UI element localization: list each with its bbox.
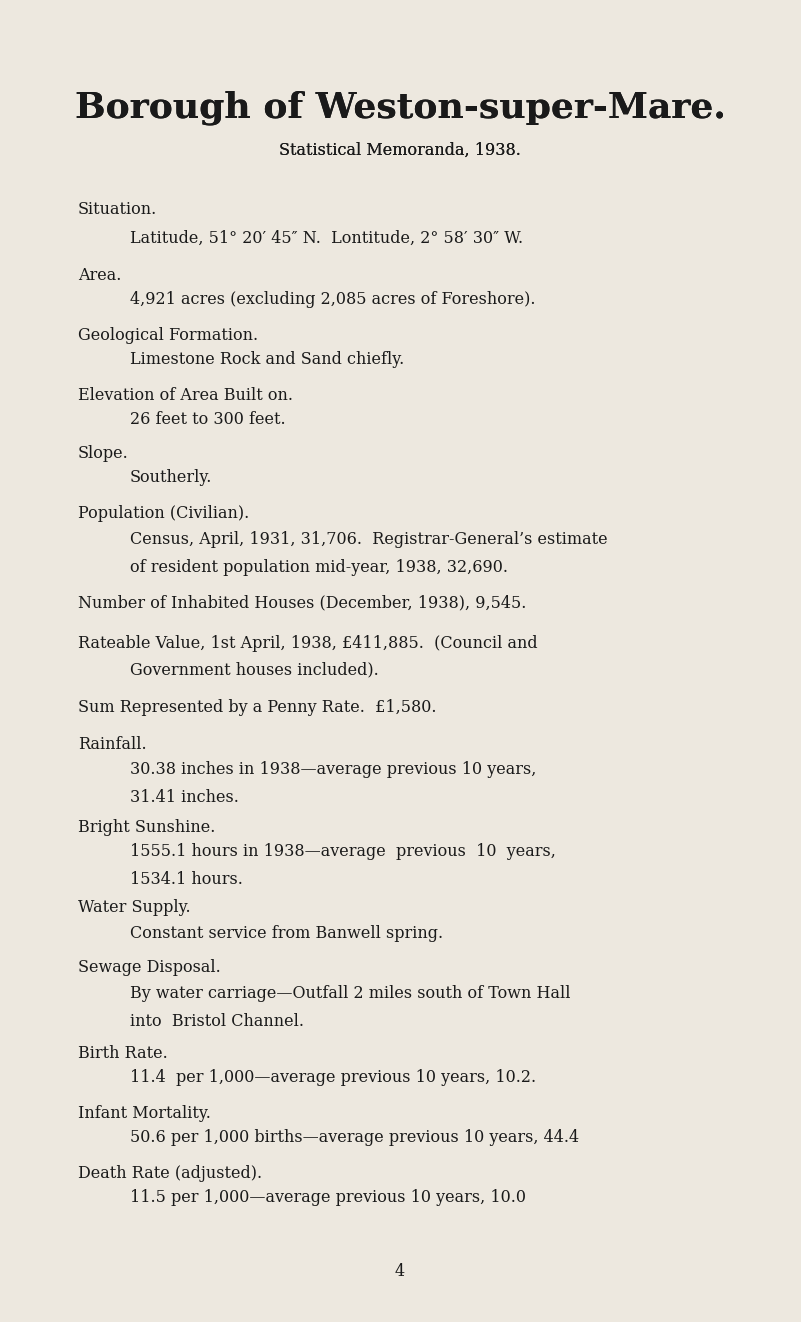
Text: 1534.1 hours.: 1534.1 hours.: [130, 871, 243, 888]
Text: 50.6 per 1,000 births—average previous 10 years, 44.4: 50.6 per 1,000 births—average previous 1…: [130, 1129, 579, 1146]
Text: 30.38 inches in 1938—average previous 10 years,: 30.38 inches in 1938—average previous 10…: [130, 761, 537, 779]
Text: Death Rate (adjusted).: Death Rate (adjusted).: [78, 1165, 262, 1182]
Text: of resident population mid-year, 1938, 32,690.: of resident population mid-year, 1938, 3…: [130, 559, 508, 576]
Text: Birth Rate.: Birth Rate.: [78, 1044, 167, 1062]
Text: Statistical Memoranda, 1938.: Statistical Memoranda, 1938.: [279, 141, 521, 159]
Text: 1555.1 hours in 1938—average  previous  10  years,: 1555.1 hours in 1938—average previous 10…: [130, 843, 556, 861]
Text: Slope.: Slope.: [78, 444, 129, 461]
Text: Borough of Weston-super-Mare.: Borough of Weston-super-Mare.: [74, 91, 726, 126]
Text: 11.5 per 1,000—average previous 10 years, 10.0: 11.5 per 1,000—average previous 10 years…: [130, 1190, 526, 1207]
Text: Water Supply.: Water Supply.: [78, 899, 191, 916]
Text: Number of Inhabited Houses (December, 1938), 9,545.: Number of Inhabited Houses (December, 19…: [78, 595, 526, 612]
Text: Sum Represented by a Penny Rate.  £1,580.: Sum Represented by a Penny Rate. £1,580.: [78, 699, 437, 717]
Text: Limestone Rock and Sand chiefly.: Limestone Rock and Sand chiefly.: [130, 352, 405, 369]
Text: Area.: Area.: [78, 267, 122, 283]
Text: Geological Formation.: Geological Formation.: [78, 327, 258, 344]
Text: 4: 4: [395, 1264, 405, 1281]
Text: Rateable Value, 1st April, 1938, £411,885.  (Council and: Rateable Value, 1st April, 1938, £411,88…: [78, 635, 537, 652]
Text: Elevation of Area Built on.: Elevation of Area Built on.: [78, 386, 293, 403]
Text: By water carriage—Outfall 2 miles south of Town Hall: By water carriage—Outfall 2 miles south …: [130, 985, 570, 1002]
Text: Situation.: Situation.: [78, 201, 157, 218]
Text: Infant Mortality.: Infant Mortality.: [78, 1104, 211, 1121]
Text: 26 feet to 300 feet.: 26 feet to 300 feet.: [130, 411, 286, 428]
Text: Government houses included).: Government houses included).: [130, 661, 379, 678]
Text: Sewage Disposal.: Sewage Disposal.: [78, 960, 221, 977]
Text: into  Bristol Channel.: into Bristol Channel.: [130, 1013, 304, 1030]
Text: Southerly.: Southerly.: [130, 469, 212, 486]
Text: Statistical Memoranda, 1938.: Statistical Memoranda, 1938.: [279, 141, 521, 159]
Text: Rainfall.: Rainfall.: [78, 736, 147, 754]
Text: Census, April, 1931, 31,706.  Registrar-General’s estimate: Census, April, 1931, 31,706. Registrar-G…: [130, 531, 608, 549]
Text: 31.41 inches.: 31.41 inches.: [130, 789, 239, 806]
Text: Latitude, 51° 20′ 45″ N.  Lontitude, 2° 58′ 30″ W.: Latitude, 51° 20′ 45″ N. Lontitude, 2° 5…: [130, 230, 523, 246]
Text: Borough of Weston-super-Mare.: Borough of Weston-super-Mare.: [74, 91, 726, 126]
Text: Population (Civilian).: Population (Civilian).: [78, 505, 249, 521]
Text: 4,921 acres (excluding 2,085 acres of Foreshore).: 4,921 acres (excluding 2,085 acres of Fo…: [130, 291, 536, 308]
Text: Constant service from Banwell spring.: Constant service from Banwell spring.: [130, 924, 443, 941]
Text: 11.4  per 1,000—average previous 10 years, 10.2.: 11.4 per 1,000—average previous 10 years…: [130, 1069, 536, 1087]
Text: Bright Sunshine.: Bright Sunshine.: [78, 818, 215, 836]
